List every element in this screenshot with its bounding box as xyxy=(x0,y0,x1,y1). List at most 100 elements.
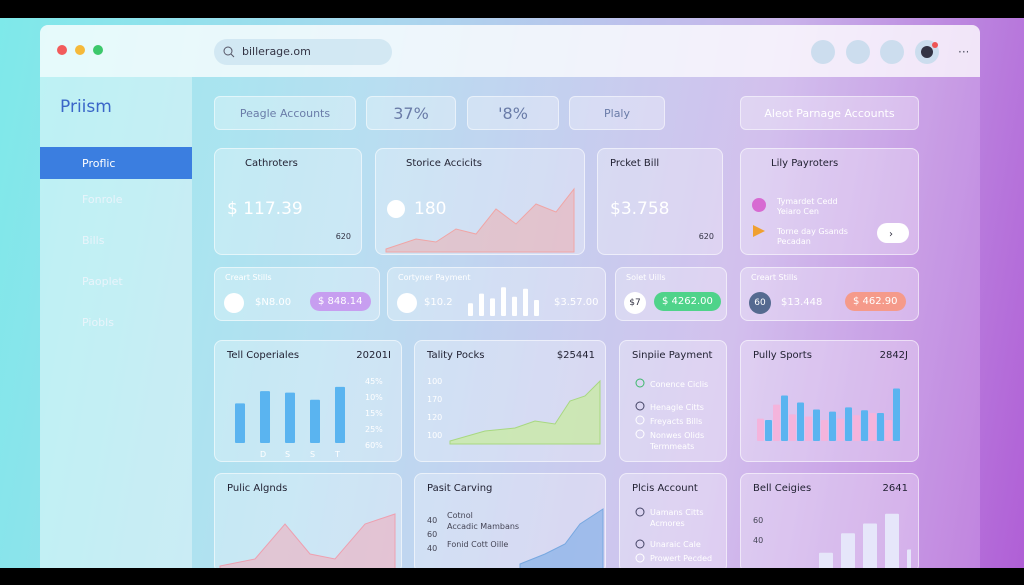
bar xyxy=(479,293,484,316)
card-value: $10.2 xyxy=(424,297,453,308)
card-title: Creart Stills xyxy=(225,273,272,282)
list-item: Yeiaro Cen xyxy=(777,207,819,216)
axis-label: 60% xyxy=(365,441,383,450)
card: Tell Coperiales 20201I D S S T 45% 10% 15% 25%… xyxy=(214,340,402,462)
list-icons: › xyxy=(752,198,909,243)
window-controls xyxy=(57,45,103,55)
nav-item[interactable]: Bills xyxy=(82,234,105,247)
list-item: Torne day Gsands xyxy=(777,227,848,236)
axis-label: 45% xyxy=(365,377,383,386)
card-title: Lily Payroters xyxy=(771,158,839,169)
badge: $7 xyxy=(624,292,646,314)
card-title: Tell Coperiales xyxy=(227,350,300,361)
card-value: $3.57.00 xyxy=(554,297,599,308)
nav-item[interactable]: Paoplet xyxy=(82,275,123,288)
card-title: Solet Uills xyxy=(626,273,666,282)
filter[interactable]: Peagle Accounts xyxy=(214,96,356,130)
bar xyxy=(512,296,517,316)
card-value: $ 117.39 xyxy=(227,199,303,219)
list-item: Nonwes Olids xyxy=(650,431,705,440)
list-icons xyxy=(635,507,645,563)
mini-bar-chart xyxy=(468,287,539,316)
nav-active[interactable] xyxy=(40,147,192,179)
grouped-bar-chart xyxy=(757,388,900,441)
bar xyxy=(490,298,495,316)
bar xyxy=(893,388,900,441)
bar xyxy=(837,418,844,441)
x-label: S xyxy=(310,450,315,459)
card: Pasit Carving 40 60 40 Cotnol Accadic Mamb… xyxy=(414,473,606,573)
icon xyxy=(397,293,417,313)
card: Creart Stills 60 $13.448 $ 462.90 xyxy=(740,267,919,321)
bar xyxy=(845,407,852,441)
area-chart xyxy=(219,513,396,569)
filter[interactable]: Plaly xyxy=(569,96,665,130)
bar xyxy=(877,413,884,441)
card-title: Cortyner Payment xyxy=(398,273,471,282)
list-item: Tymardet Cedd xyxy=(777,197,838,206)
list-item: Acmores xyxy=(650,519,685,528)
card: Tality Pocks $25441 100 170 120 100 xyxy=(414,340,606,462)
window: billerage.om ··· Priism Proflic Fonrole … xyxy=(40,25,980,568)
card-value: $N8.00 xyxy=(255,297,292,308)
bar xyxy=(819,552,833,569)
card-title: Pasit Carving xyxy=(427,483,493,494)
search-icon xyxy=(223,46,235,58)
bar xyxy=(335,386,345,443)
sidebar: Priism Proflic Fonrole Bills Paoplet Pio… xyxy=(40,77,192,568)
bar xyxy=(885,513,899,569)
card-value: $25441 xyxy=(556,350,595,361)
card: Lily Payroters › Tymardet Cedd Yeiaro Ce… xyxy=(740,148,919,255)
bar xyxy=(869,413,876,441)
bar xyxy=(285,392,295,443)
bar xyxy=(789,414,796,441)
list-item: Conence Ciclis xyxy=(650,380,709,389)
nav-item[interactable]: Piobls xyxy=(82,316,114,329)
area-chart xyxy=(385,187,575,253)
bar xyxy=(853,415,860,441)
card: Cortyner Payment $10.2 $3.57.00 xyxy=(387,267,606,321)
card-title: Bell Ceigies xyxy=(753,483,812,494)
axis-label: 40 xyxy=(753,536,764,545)
axis-label: 60 xyxy=(753,516,764,525)
axis-label: 100 xyxy=(427,377,443,386)
card-foot: 620 xyxy=(335,232,351,241)
filter[interactable]: Aleot Parnage Accounts xyxy=(740,96,919,130)
filter[interactable]: '8% xyxy=(467,96,559,130)
card: Cathroters $ 117.39 620 xyxy=(214,148,362,255)
card-title: Storice Accicits xyxy=(406,158,482,169)
filter[interactable]: 37% xyxy=(366,96,456,130)
card-title: Creart Stills xyxy=(751,273,798,282)
bar xyxy=(861,410,868,441)
letterbox-bottom xyxy=(0,568,1024,585)
list-item: Henagle Citts xyxy=(650,403,704,412)
bar xyxy=(523,288,528,316)
list-item: Cotnol xyxy=(447,511,473,520)
bar xyxy=(841,533,855,569)
nav-item[interactable]: Proflic xyxy=(82,157,116,170)
bar xyxy=(781,395,788,441)
axis-label: 100 xyxy=(427,431,443,440)
card-foot: 620 xyxy=(698,232,714,241)
toolbar-icons[interactable]: ··· xyxy=(808,39,968,65)
card: Plcis Account Uamans Citts Acmores Unara… xyxy=(619,473,727,573)
x-label: D xyxy=(260,450,266,459)
nav-item[interactable]: Fonrole xyxy=(82,193,123,206)
card-title: Pulic Algnds xyxy=(227,483,288,494)
axis-label: 25% xyxy=(365,425,383,434)
bar xyxy=(863,523,877,569)
url-bar[interactable]: billerage.om xyxy=(214,39,392,65)
bar xyxy=(310,399,320,443)
bar xyxy=(501,287,506,316)
area-chart xyxy=(519,508,604,569)
list-item: Freyacts Bills xyxy=(650,417,703,426)
badge: 60 xyxy=(749,292,771,314)
card-value: 180 xyxy=(414,199,447,219)
bar xyxy=(805,416,812,441)
list-item: Prowert Pecded xyxy=(650,554,713,563)
card-value: $13.448 xyxy=(781,297,823,308)
bar xyxy=(757,418,764,441)
top-bar: billerage.om ··· xyxy=(40,25,980,77)
list-item: Termmeats xyxy=(650,442,695,451)
